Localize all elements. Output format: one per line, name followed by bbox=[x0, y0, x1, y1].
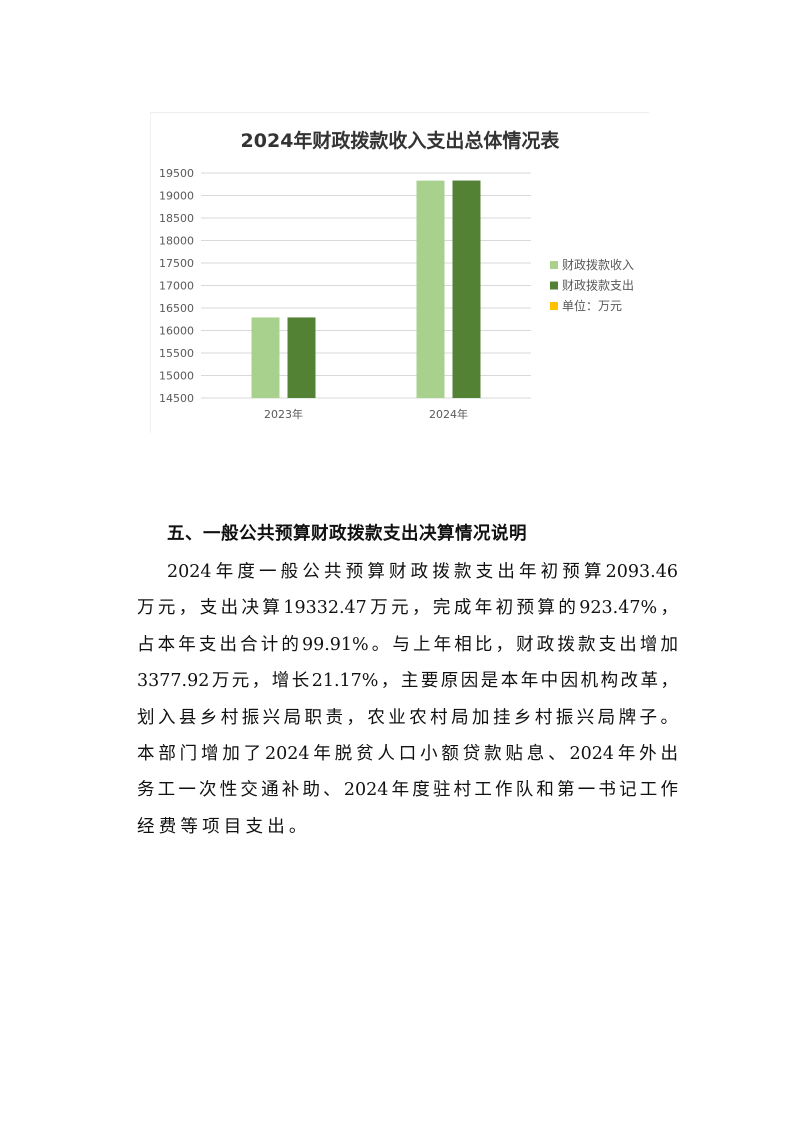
body-line: 2024年度一般公共预算财政拨款支出年初预算2093.46 bbox=[167, 562, 678, 582]
section-heading: 五、一般公共预算财政拨款支出决算情况说明 bbox=[167, 524, 527, 544]
y-tick-label: 18000 bbox=[159, 235, 194, 248]
bar-expense-2024年 bbox=[452, 180, 481, 398]
chart-canvas: 2024年财政拨款收入支出总体情况表 14500 15000 15500 16000 1… bbox=[159, 129, 634, 421]
y-tick-label: 17000 bbox=[159, 280, 194, 293]
y-tick-label: 16000 bbox=[159, 325, 194, 338]
legend-label: 财政拨款支出 bbox=[562, 279, 634, 293]
y-tick-label: 15500 bbox=[159, 347, 194, 360]
y-tick-label: 19000 bbox=[159, 190, 194, 203]
body-line: 万元，支出决算19332.47万元，完成年初预算的923.47%， bbox=[137, 598, 678, 619]
legend-swatch bbox=[550, 302, 558, 310]
y-tick-label: 17500 bbox=[159, 257, 194, 270]
body-line: 划入县乡村振兴局职责，农业农村局加挂乡村振兴局牌子。 bbox=[137, 707, 678, 728]
legend-swatch bbox=[550, 281, 558, 290]
y-tick-label: 15000 bbox=[159, 370, 194, 383]
y-tick-label: 19500 bbox=[159, 167, 194, 180]
body-line: 务工一次性交通补助、2024年度驻村工作队和第一书记工作 bbox=[137, 780, 678, 801]
x-tick-label: 2024年 bbox=[429, 407, 468, 421]
bar-expense-2023年 bbox=[287, 317, 316, 398]
body-line: 3377.92万元，增长21.17%，主要原因是本年中因机构改革， bbox=[137, 671, 678, 692]
chart-title: 2024年财政拨款收入支出总体情况表 bbox=[241, 129, 561, 152]
body-line: 本部门增加了2024年脱贫人口小额贷款贴息、2024年外出 bbox=[137, 744, 678, 764]
bar-income-2023年 bbox=[251, 317, 280, 398]
bar-income-2024年 bbox=[416, 180, 445, 398]
x-tick-label: 2023年 bbox=[264, 407, 303, 421]
body-line: 占本年支出合计的99.91%。与上年相比，财政拨款支出增加 bbox=[137, 634, 678, 655]
y-tick-label: 14500 bbox=[159, 392, 194, 405]
y-tick-label: 18500 bbox=[159, 212, 194, 225]
legend-swatch bbox=[550, 261, 558, 269]
bar-chart: 2024年财政拨款收入支出总体情况表 14500 15000 15500 16000 1… bbox=[150, 112, 649, 433]
legend-label: 财政拨款收入 bbox=[562, 258, 634, 272]
body-line: 经费等项目支出。 bbox=[137, 816, 311, 837]
legend-label: 单位：万元 bbox=[562, 298, 622, 313]
y-tick-label: 16500 bbox=[159, 302, 194, 315]
